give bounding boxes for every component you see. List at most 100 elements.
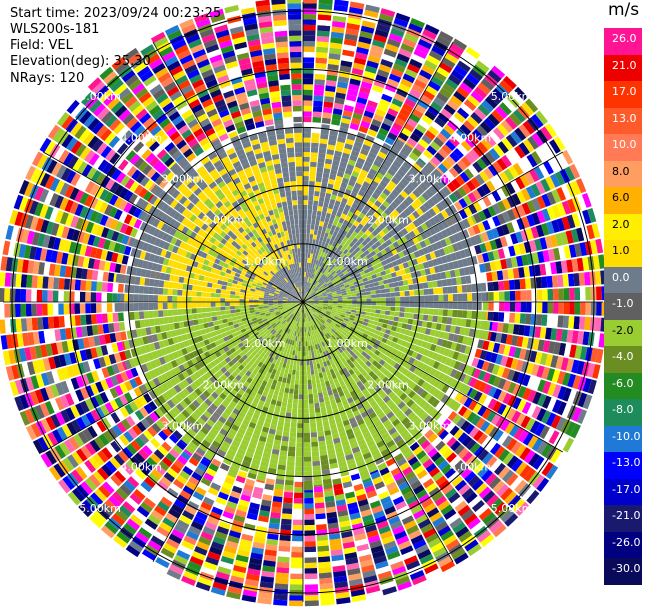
velocity-gate — [331, 403, 338, 410]
velocity-gate — [348, 282, 355, 287]
velocity-gate — [381, 260, 388, 266]
noise-gate — [55, 251, 64, 264]
velocity-gate — [318, 271, 322, 277]
noise-gate — [161, 51, 176, 62]
velocity-gate — [429, 367, 437, 377]
velocity-gate — [309, 310, 314, 315]
velocity-gate — [336, 321, 342, 326]
velocity-gate — [312, 263, 316, 269]
noise-gate — [501, 154, 512, 168]
velocity-gate — [442, 286, 448, 294]
velocity-gate — [338, 273, 345, 278]
noise-gate — [115, 409, 125, 421]
noise-gate — [111, 168, 122, 181]
noise-gate — [44, 175, 56, 190]
velocity-gate — [344, 226, 351, 233]
noise-gate — [585, 286, 591, 301]
noise-gate — [136, 484, 149, 497]
noise-gate — [449, 43, 465, 55]
velocity-gate — [317, 295, 323, 298]
velocity-gate — [341, 197, 348, 205]
velocity-gate — [385, 239, 393, 246]
velocity-gate — [303, 370, 307, 376]
velocity-gate — [342, 279, 348, 284]
noise-gate — [81, 164, 93, 177]
noise-gate — [536, 302, 543, 314]
velocity-gate — [319, 342, 324, 348]
velocity-gate — [317, 157, 325, 164]
noise-gate — [546, 368, 556, 382]
noise-gate — [381, 535, 395, 545]
velocity-gate — [310, 315, 315, 320]
noise-gate — [470, 177, 481, 189]
noise-gate — [465, 46, 481, 60]
noise-gate — [74, 279, 81, 291]
velocity-gate — [349, 379, 356, 386]
velocity-gate — [382, 200, 390, 208]
noise-gate — [344, 491, 356, 499]
noise-gate — [544, 262, 552, 275]
velocity-gate — [324, 197, 330, 204]
noise-gate — [406, 93, 419, 104]
noise-gate — [519, 464, 532, 479]
velocity-gate — [403, 312, 410, 319]
velocity-gate — [303, 296, 305, 301]
noise-gate — [140, 70, 154, 83]
velocity-gate — [427, 260, 434, 268]
velocity-gate — [340, 240, 346, 247]
velocity-gate — [332, 306, 338, 310]
velocity-gate — [445, 217, 454, 227]
noise-gate — [492, 480, 505, 493]
velocity-gate — [396, 194, 406, 203]
velocity-gate — [357, 223, 364, 230]
velocity-gate — [437, 372, 446, 381]
velocity-gate — [320, 454, 328, 461]
noise-gate — [194, 546, 208, 556]
noise-gate — [241, 594, 257, 603]
velocity-gate — [313, 200, 319, 206]
noise-gate — [27, 332, 35, 346]
velocity-gate — [436, 354, 444, 363]
noise-gate — [465, 454, 477, 467]
velocity-gate — [313, 249, 317, 255]
noise-gate — [150, 171, 161, 182]
noise-gate — [486, 193, 497, 205]
velocity-gate — [331, 362, 337, 369]
velocity-gate — [328, 284, 334, 289]
velocity-gate — [432, 215, 441, 224]
noise-gate — [188, 525, 202, 536]
noise-gate — [490, 177, 501, 190]
velocity-gate — [306, 306, 310, 312]
noise-gate — [399, 107, 411, 118]
noise-gate — [49, 399, 60, 413]
velocity-gate — [337, 307, 343, 310]
velocity-gate — [378, 352, 385, 359]
noise-gate — [499, 171, 510, 184]
noise-gate — [373, 555, 387, 565]
velocity-gate — [368, 256, 375, 263]
noise-gate — [59, 211, 69, 225]
velocity-gate — [308, 302, 314, 304]
velocity-gate — [438, 294, 444, 302]
noise-gate — [100, 145, 112, 159]
noise-gate — [184, 505, 197, 516]
velocity-gate — [382, 227, 390, 235]
noise-gate — [190, 520, 204, 531]
noise-gate — [276, 52, 289, 59]
velocity-gate — [336, 329, 342, 335]
noise-gate — [428, 50, 443, 62]
noise-gate — [106, 303, 113, 313]
velocity-gate — [372, 343, 379, 350]
noise-gate — [531, 132, 544, 147]
noise-gate — [105, 377, 114, 389]
velocity-gate — [314, 186, 321, 192]
noise-gate — [197, 462, 208, 472]
noise-gate — [496, 270, 504, 281]
noise-gate — [52, 303, 59, 316]
noise-gate — [109, 262, 117, 273]
noise-gate — [452, 521, 466, 534]
velocity-gate — [368, 184, 377, 192]
velocity-gate — [356, 391, 364, 399]
velocity-gate — [313, 298, 319, 301]
velocity-gate — [337, 426, 345, 433]
